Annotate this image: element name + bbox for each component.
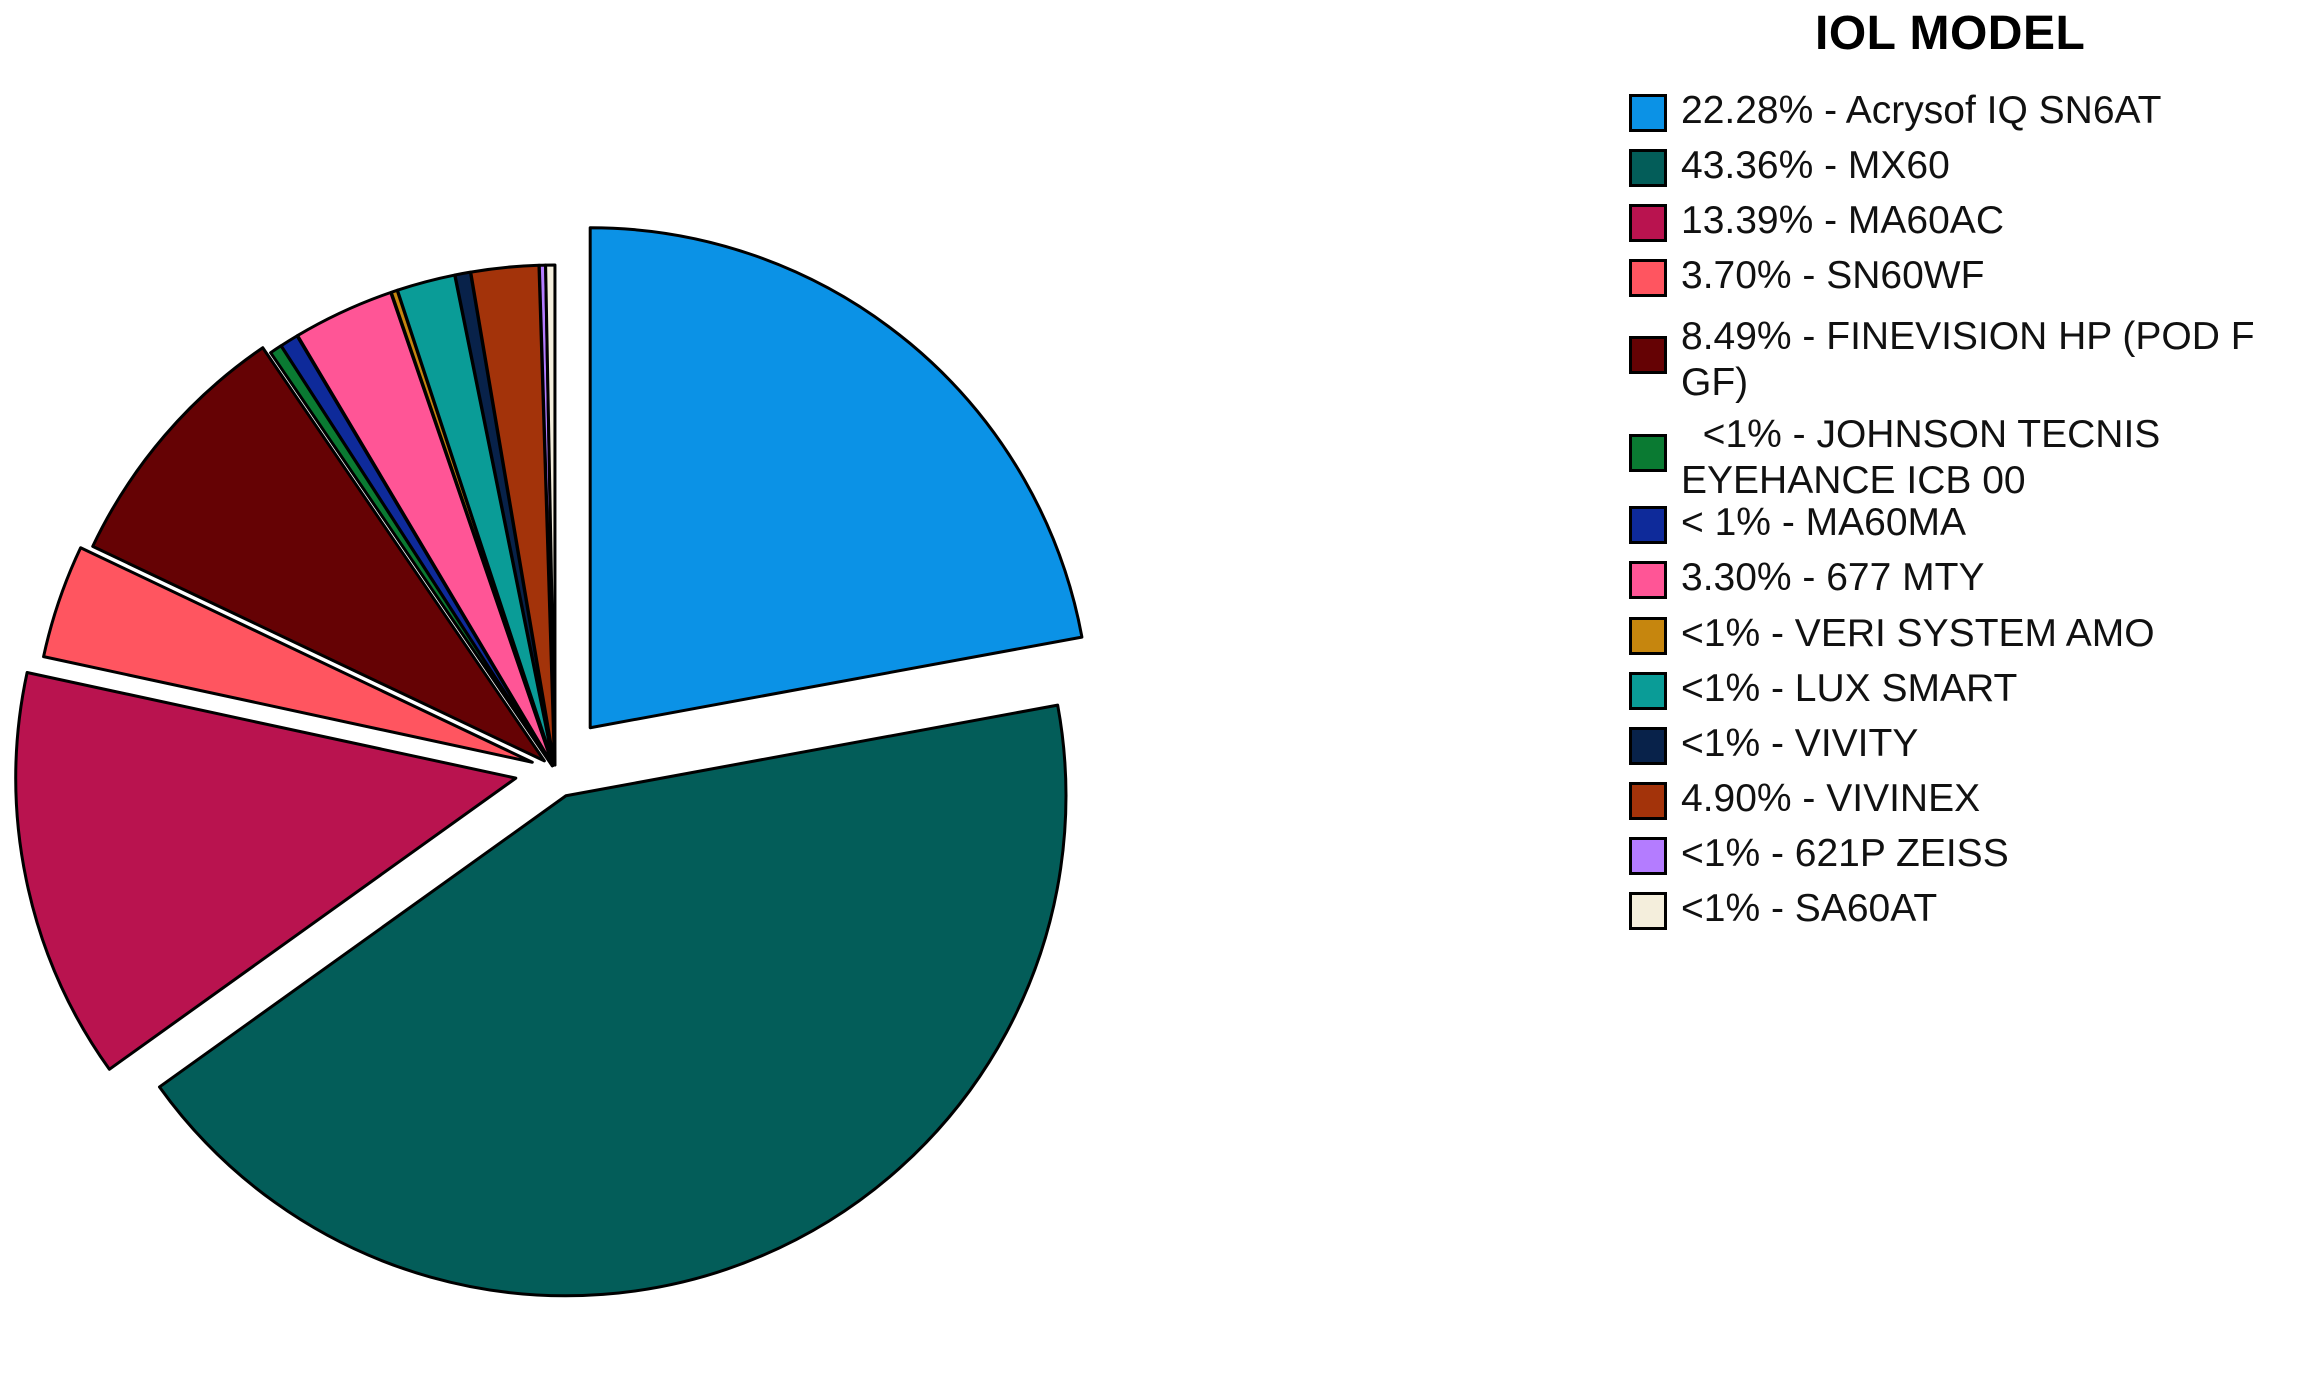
legend-item-1-veri-system-amo: <1% - VERI SYSTEM AMO [1625, 611, 2299, 659]
legend-item-13-39-ma60ac: 13.39% - MA60AC [1625, 198, 2299, 246]
legend-label: <1% - JOHNSON TECNIS EYEHANCE ICB 00 [1681, 413, 2172, 502]
pie-chart [14, 226, 1084, 1298]
pie-slice-3-70-sn60wf [42, 546, 534, 764]
legend-swatch [1629, 94, 1667, 132]
legend-item-1-lux-smart: <1% - LUX SMART [1625, 666, 2299, 714]
legend-swatch [1629, 204, 1667, 242]
legend-item-43-36-mx60: 43.36% - MX60 [1625, 143, 2299, 191]
legend-item-3-70-sn60wf: 3.70% - SN60WF [1625, 253, 2299, 301]
pie-slice-1-sa60at [544, 263, 557, 767]
legend-label: 3.30% - 677 MTY [1681, 556, 1985, 599]
legend-label: <1% - VERI SYSTEM AMO [1681, 612, 2155, 655]
legend-label: 13.39% - MA60AC [1681, 199, 2004, 242]
pie-slice-8-49-finevision-hp-pod-f-gf [91, 346, 546, 763]
legend-swatch [1629, 672, 1667, 710]
pie-slice-43-36-mx60 [158, 703, 1068, 1298]
legend-label: <1% - SA60AT [1681, 887, 1938, 930]
legend-swatch [1629, 782, 1667, 820]
legend-label: < 1% - MA60MA [1681, 501, 1967, 544]
legend-swatch [1629, 837, 1667, 875]
legend-item-3-30-677-mty: 3.30% - 677 MTY [1625, 555, 2299, 603]
legend-item-1-vivity: <1% - VIVITY [1625, 721, 2299, 769]
legend-swatch [1629, 561, 1667, 599]
legend-swatch [1629, 149, 1667, 187]
legend-item-1-johnson-tecnis-eyehance-icb-00: <1% - JOHNSON TECNIS EYEHANCE ICB 00 [1625, 412, 2299, 502]
legend-item-1-621p-zeiss: <1% - 621P ZEISS [1625, 831, 2299, 879]
legend-item-22-28-acrysof-iq-sn6at: 22.28% - Acrysof IQ SN6AT [1625, 88, 2299, 136]
legend-swatch [1629, 727, 1667, 765]
legend-swatch [1629, 434, 1667, 472]
legend-label: 3.70% - SN60WF [1681, 254, 1985, 297]
legend-label: 22.28% - Acrysof IQ SN6AT [1681, 89, 2162, 132]
legend-swatch [1629, 892, 1667, 930]
legend-item-4-90-vivinex: 4.90% - VIVINEX [1625, 776, 2299, 824]
legend-label: <1% - LUX SMART [1681, 667, 2018, 710]
legend-label: <1% - VIVITY [1681, 722, 1919, 765]
pie-slice-13-39-ma60ac [14, 671, 518, 1071]
legend-item-1-sa60at: <1% - SA60AT [1625, 886, 2299, 934]
legend-swatch [1629, 336, 1667, 374]
legend-swatch [1629, 506, 1667, 544]
pie-slice-22-28-acrysof-iq-sn6at [588, 226, 1084, 730]
legend-title: IOL MODEL [1815, 7, 2086, 60]
legend-label: 8.49% - FINEVISION HP (POD F GF) [1681, 315, 2266, 404]
legend-label: 4.90% - VIVINEX [1681, 777, 1981, 820]
legend-label: 43.36% - MX60 [1681, 144, 1950, 187]
legend-item-1-ma60ma: < 1% - MA60MA [1625, 500, 2299, 548]
legend-swatch [1629, 617, 1667, 655]
legend-swatch [1629, 259, 1667, 297]
legend: IOL MODEL 22.28% - Acrysof IQ SN6AT 43.36… [1625, 0, 2299, 1380]
legend-item-8-49-finevision-hp-pod-f-gf: 8.49% - FINEVISION HP (POD F GF) [1625, 314, 2299, 404]
legend-label: <1% - 621P ZEISS [1681, 832, 2009, 875]
